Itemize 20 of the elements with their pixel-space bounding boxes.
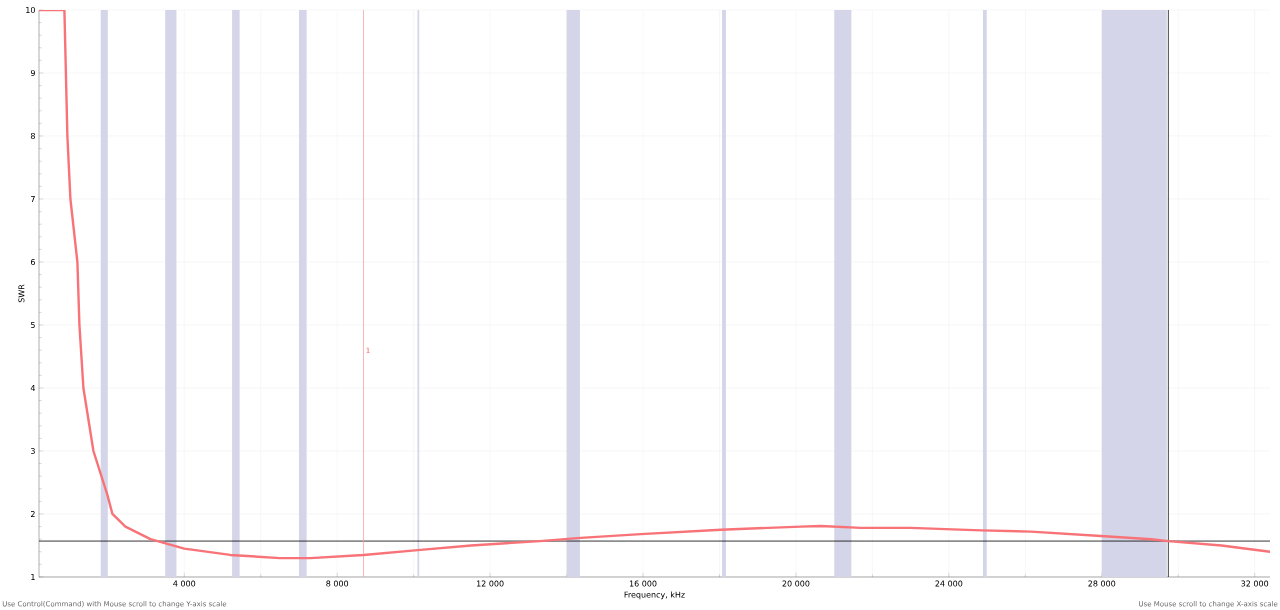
y-tick-label: 7	[31, 196, 35, 202]
y-tick-label: 4	[30, 385, 36, 391]
y-axis-title: SWR	[18, 284, 25, 303]
x-tick-label: 8 000	[326, 580, 349, 587]
x-axis-title: Frequency, kHz	[624, 591, 685, 600]
y-tick-label: 10	[26, 6, 35, 14]
x-tick-label: 32 000	[1241, 580, 1269, 587]
y-tick-label: 1	[31, 574, 35, 580]
x-tick-label: 12 000	[477, 580, 504, 587]
x-tick-label: 16 000	[629, 580, 657, 587]
y-tick-label: 3	[31, 447, 35, 455]
x-tick-label: 20 000	[782, 580, 810, 587]
y-tick-label: 6	[30, 258, 35, 266]
x-tick-label: 4 000	[173, 580, 196, 587]
x-tick-label: 28 000	[1088, 580, 1116, 587]
y-tick-label: 5	[31, 322, 35, 328]
y-tick-label: 2	[30, 511, 35, 517]
y-tick-label: 9	[30, 69, 35, 77]
x-tick-label: 24 000	[935, 580, 963, 587]
y-tick-label: 8	[30, 132, 35, 140]
